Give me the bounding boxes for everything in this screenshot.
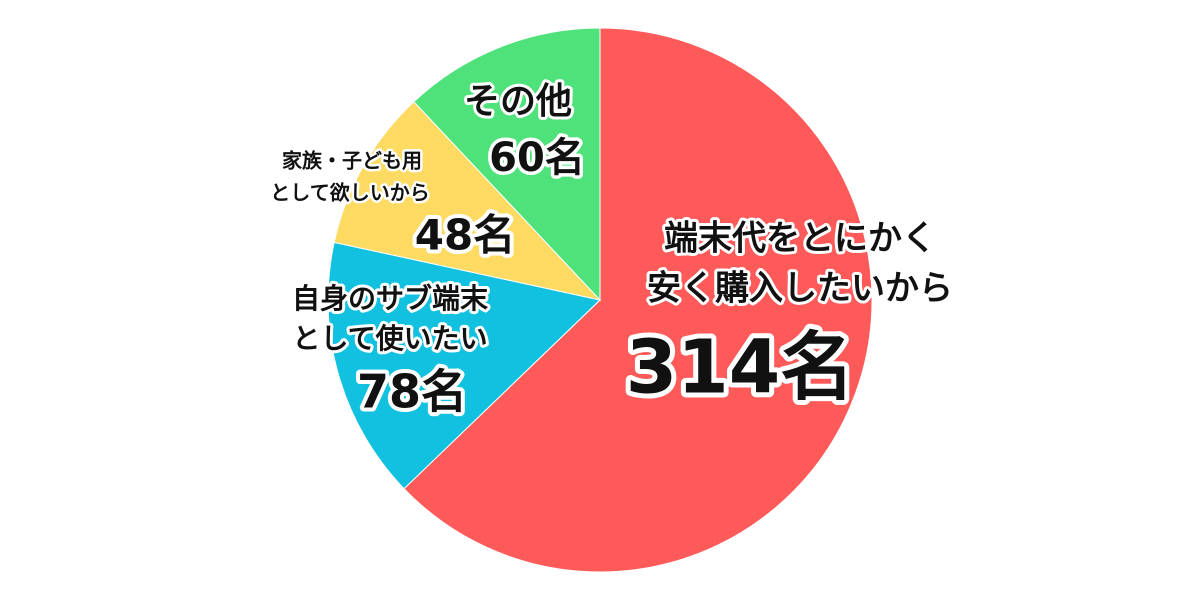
- pie-slice-2: [333, 101, 602, 301]
- slice-value-3: 60名: [489, 135, 585, 181]
- slice-value-2: 48名: [415, 211, 515, 260]
- slice-label-3-line-0: その他: [464, 81, 572, 122]
- slice-label-2-line-1: として欲しいから: [270, 181, 429, 205]
- pie-slice-1: [327, 241, 602, 490]
- slice-label-2-line-0: 家族・子ども用: [282, 149, 422, 173]
- pie-slice-3: [413, 27, 601, 302]
- slice-label-1-line-1: として使いたい: [292, 322, 487, 355]
- slice-label-0-line-1: 安く購入したいから: [647, 269, 953, 309]
- pie-slice-0: [403, 27, 873, 573]
- labels: 端末代をとにかく 安く購入したいから 314名 自身のサブ端末 として使いたい …: [268, 78, 956, 423]
- slice-value-1: 78名: [357, 365, 467, 419]
- slice-label-0-line-0: 端末代をとにかく: [664, 219, 936, 259]
- slice-label-1-line-0: 自身のサブ端末: [292, 282, 488, 315]
- slice-value-0: 314名: [626, 325, 854, 411]
